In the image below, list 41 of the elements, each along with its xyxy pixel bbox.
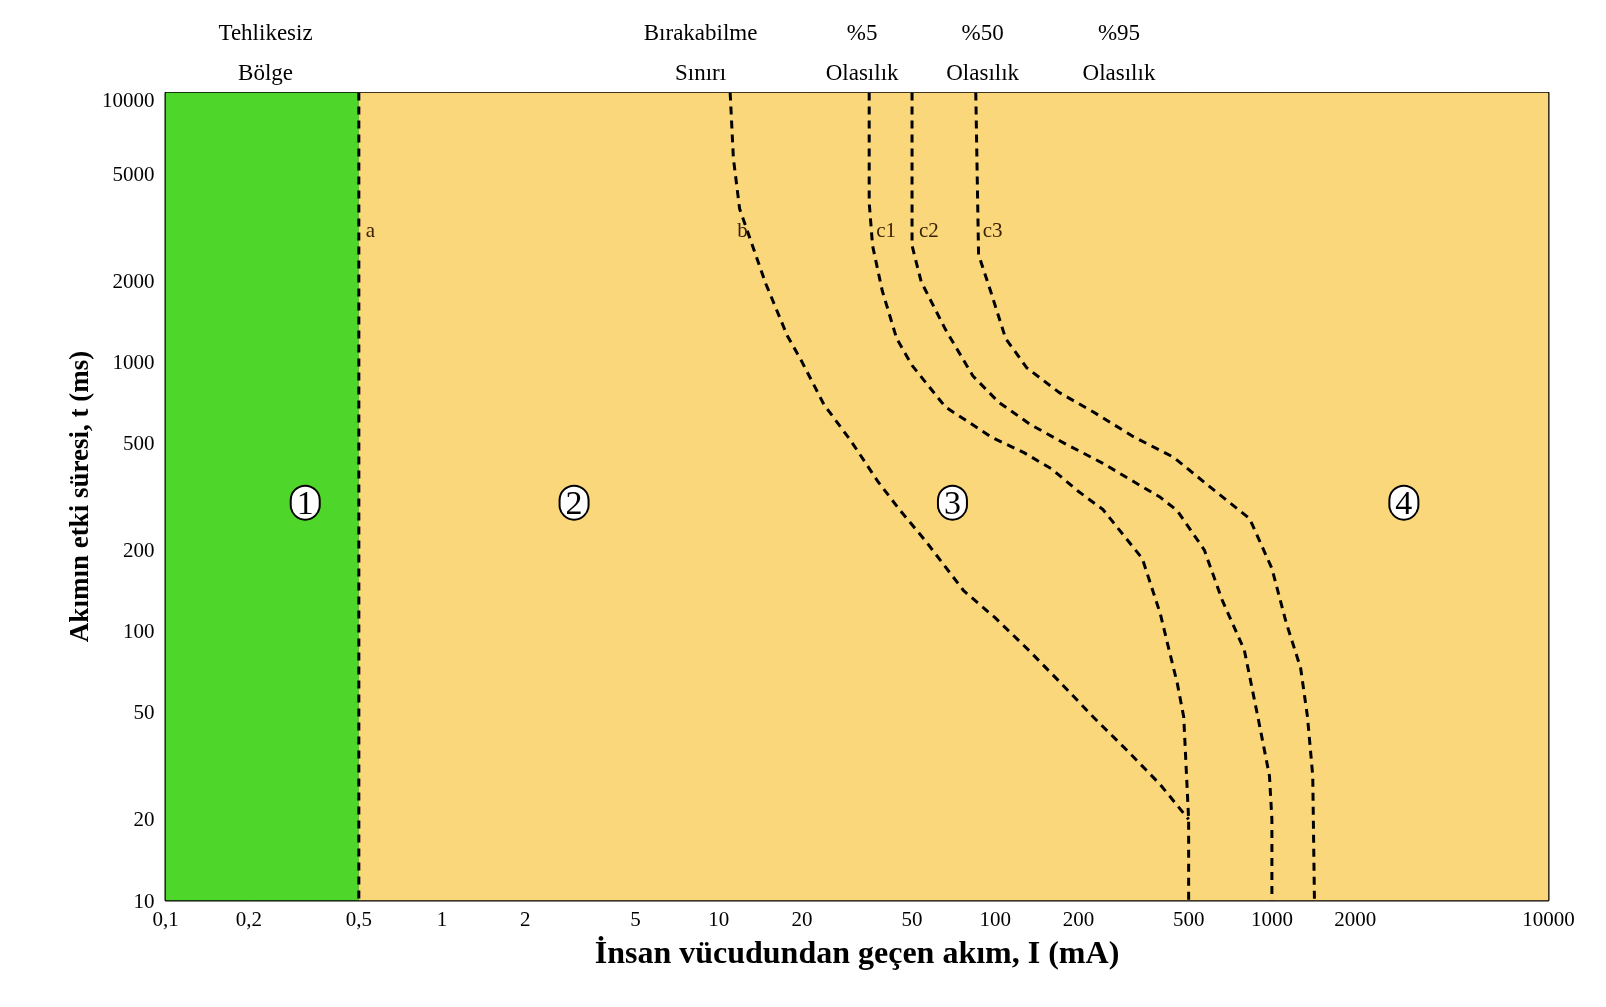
annotation: %95 Olasılık [1082,19,1156,85]
x-tick-label: 2000 [1334,906,1377,931]
annotation: 2 [565,483,583,521]
x-tick-label: 0,5 [345,906,372,931]
series-label: c3 [982,217,1003,242]
x-tick-label: 100 [979,906,1012,931]
series-label: b [737,217,748,242]
y-tick-label: 50 [133,700,155,725]
x-tick-label: 50 [901,906,923,931]
y-tick-label: 10000 [102,87,155,112]
series-label: c2 [919,217,939,242]
x-tick-label: 10000 [1522,906,1575,931]
x-tick-label: 10 [708,906,730,931]
annotation: Bırakabilme Sınırı [643,19,758,85]
y-tick-label: 100 [123,619,155,644]
annotation: 3 [943,483,961,521]
y-axis-title: Akımın etki süresi, t (ms) [64,350,94,643]
x-tick-label: 1 [436,906,448,931]
x-tick-label: 1000 [1250,906,1293,931]
y-tick-label: 5000 [112,161,155,186]
annotation: %5 Olasılık [825,19,900,85]
y-tick-label: 200 [123,538,155,563]
x-tick-label: 2 [520,906,531,931]
annotation: 4 [1395,483,1413,521]
x-tick-label: 0,1 [152,906,179,931]
series-label: a [365,217,376,242]
annotation: %50 Olasılık [946,19,1020,85]
x-tick-label: 500 [1172,906,1205,931]
x-tick-label: 200 [1062,906,1095,931]
y-tick-label: 2000 [112,268,155,293]
series-label: c1 [876,217,897,242]
y-tick-label: 20 [133,807,155,832]
x-tick-label: 20 [791,906,813,931]
annotation: Tehlikesiz Bölge [218,19,313,85]
x-tick-label: 0,2 [235,906,262,931]
y-tick-label: 500 [123,430,155,455]
x-axis-title: İnsan vücudundan geçen akım, I (mA) [594,933,1120,970]
y-tick-label: 10 [133,888,155,913]
y-tick-label: 1000 [112,349,155,374]
annotation: 1 [296,483,314,521]
x-tick-label: 5 [630,906,641,931]
